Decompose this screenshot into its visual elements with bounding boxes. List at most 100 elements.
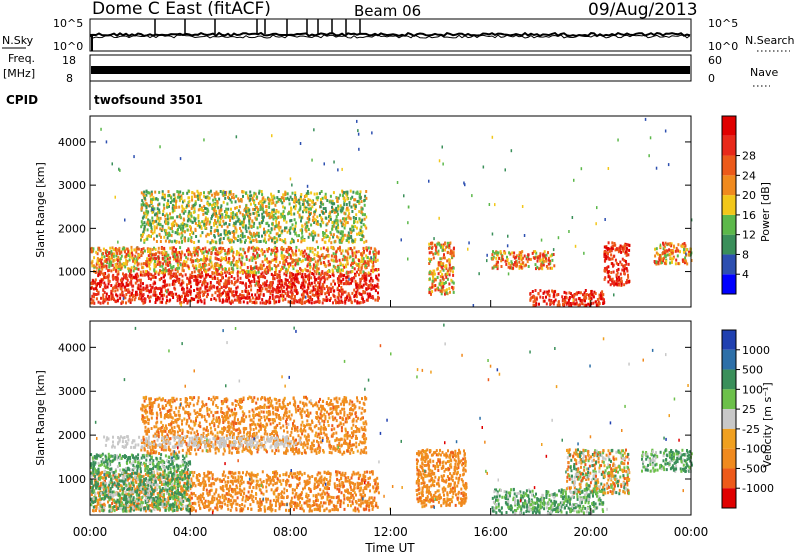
power-cell (141, 273, 144, 277)
power-cell (316, 262, 319, 266)
power-cell (254, 248, 257, 252)
power-cell (585, 296, 588, 300)
power-cell (299, 195, 302, 199)
power-cell (269, 260, 272, 264)
power-cell (607, 270, 609, 274)
power-cell (500, 265, 503, 268)
power-cell (200, 258, 202, 262)
power-cell (582, 293, 584, 297)
power-cell (220, 249, 223, 253)
power-cell (114, 263, 117, 267)
power-cell (429, 259, 432, 263)
power-cell (337, 236, 340, 240)
power-cell (289, 227, 292, 231)
power-cell (290, 212, 293, 216)
velocity-cell (174, 498, 177, 502)
power-cell (157, 203, 160, 207)
power-cell (448, 287, 451, 291)
power-cell (439, 289, 442, 293)
power-cell (334, 239, 337, 243)
power-cell (116, 294, 119, 298)
power-cell (272, 213, 275, 217)
power-cell (237, 197, 240, 201)
power-cell (349, 247, 352, 250)
power-cell (261, 287, 264, 291)
power-cell (165, 295, 168, 299)
power-cell (151, 216, 154, 220)
power-cell (226, 260, 229, 264)
power-cell (174, 279, 177, 283)
power-cell (342, 194, 344, 198)
power-cell (118, 249, 121, 253)
power-cell (195, 279, 198, 283)
power-cell (568, 296, 571, 299)
power-cell (146, 284, 149, 288)
power-cell (231, 249, 234, 253)
power-cell (301, 238, 304, 242)
power-cell (353, 206, 356, 209)
power-speck (407, 257, 409, 261)
power-cell (166, 236, 169, 240)
power-cell (143, 190, 146, 194)
power-cell (166, 214, 169, 218)
power-cell (348, 212, 351, 216)
power-cell (440, 265, 443, 269)
power-cell (267, 197, 270, 201)
power-cell (627, 273, 629, 277)
power-cell (156, 217, 159, 221)
power-cell (256, 195, 259, 199)
power-cell (377, 285, 380, 289)
power-cell (546, 266, 549, 270)
power-cell (336, 235, 339, 239)
power-cell (235, 292, 238, 296)
power-cell (211, 206, 214, 210)
power-cell (342, 222, 345, 226)
power-cell (358, 301, 361, 305)
power-cell (120, 280, 123, 284)
power-cell (214, 256, 217, 260)
power-cell (173, 279, 176, 283)
power-cell (188, 281, 190, 285)
power-cell (262, 239, 265, 243)
power-cell (609, 278, 611, 282)
power-cell (203, 222, 206, 226)
power-cell (252, 256, 255, 260)
power-cell (148, 219, 151, 223)
power-cell (128, 297, 131, 301)
power-cell (434, 243, 436, 247)
power-cell (377, 250, 380, 254)
power-cell (267, 265, 270, 269)
power-cell (431, 279, 434, 283)
power-cell (287, 245, 290, 249)
power-cell (204, 207, 207, 210)
power-cell (201, 290, 204, 294)
power-cell (442, 285, 445, 288)
power-cell (134, 259, 137, 263)
power-cell (338, 293, 341, 297)
power-cell (353, 267, 356, 271)
power-cell (283, 272, 286, 276)
power-cell (657, 260, 660, 264)
power-cell (178, 281, 180, 284)
power-cell (233, 216, 236, 220)
power-cell (283, 214, 286, 218)
power-cell (293, 229, 296, 233)
power-cell (361, 276, 364, 280)
power-cell (163, 198, 166, 202)
power-cell (614, 243, 617, 247)
power-cell (557, 293, 560, 296)
power-cell (370, 287, 373, 291)
power-speck (140, 238, 142, 242)
power-cell (266, 260, 269, 263)
power-cell (150, 290, 153, 294)
power-cell (318, 282, 321, 286)
power-cell (197, 216, 200, 220)
power-cell (276, 232, 279, 236)
power-cell (305, 269, 308, 273)
power-cell (147, 223, 150, 227)
power-cell (162, 252, 165, 256)
power-cell (202, 280, 205, 284)
power-cell (209, 284, 212, 288)
power-cell (138, 297, 140, 301)
power-cell (263, 239, 266, 243)
